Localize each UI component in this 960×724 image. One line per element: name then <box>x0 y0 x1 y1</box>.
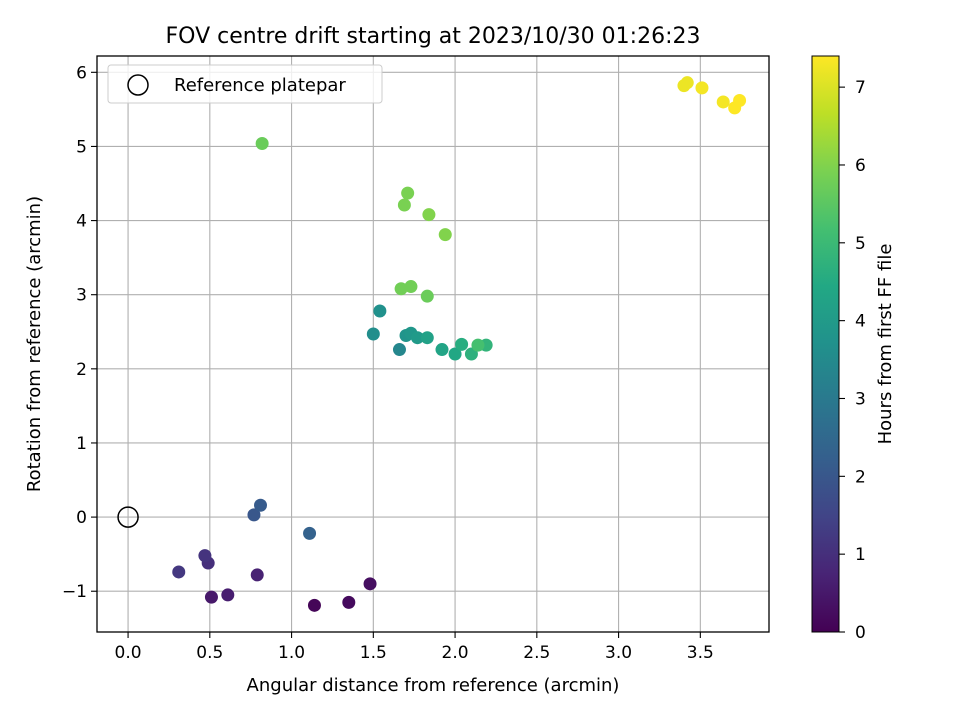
data-point <box>394 282 408 296</box>
data-point <box>247 508 261 522</box>
y-tick-label: 4 <box>76 212 87 232</box>
data-point <box>307 598 321 612</box>
x-tick-label: 3.0 <box>605 643 632 663</box>
data-point <box>392 343 406 357</box>
data-point <box>401 186 415 200</box>
colorbar-tick-label: 3 <box>855 389 866 409</box>
data-point <box>448 347 462 361</box>
x-tick-label: 0.5 <box>196 643 223 663</box>
data-point <box>204 590 218 604</box>
colorbar-tick-label: 5 <box>855 234 866 254</box>
data-point <box>363 577 377 591</box>
legend-label-reference: Reference platepar <box>174 75 346 96</box>
x-tick-label: 1.5 <box>360 643 387 663</box>
data-point <box>420 331 434 345</box>
data-point <box>455 337 469 351</box>
grid-lines <box>97 56 769 632</box>
legend-marker-reference <box>127 74 149 96</box>
colorbar-tick-label: 2 <box>855 467 866 487</box>
data-point <box>420 289 434 303</box>
data-points <box>172 76 747 612</box>
y-tick-label: −1 <box>62 582 87 602</box>
legend: Reference platepar <box>107 64 383 104</box>
x-tick-label: 0.0 <box>115 643 142 663</box>
legend-box <box>107 64 383 104</box>
y-axis: −1 0 1 2 3 4 5 6 <box>62 63 97 602</box>
colorbar-gradient <box>811 55 840 633</box>
x-tick-label: 3.5 <box>687 643 714 663</box>
data-point <box>422 208 436 222</box>
colorbar-tick-label: 1 <box>855 545 866 565</box>
colorbar: 0 1 2 3 4 5 6 7 Hours from first FF file <box>811 55 896 643</box>
data-point <box>198 549 212 563</box>
y-axis-label: Rotation from reference (arcmin) <box>24 196 45 492</box>
colorbar-tick-label: 4 <box>855 312 866 332</box>
data-point <box>250 568 264 582</box>
x-tick-label: 2.5 <box>523 643 550 663</box>
colorbar-tick-label: 7 <box>855 78 866 98</box>
data-point <box>404 280 418 294</box>
colorbar-ticks: 0 1 2 3 4 5 6 7 <box>839 78 866 643</box>
y-tick-label: 6 <box>76 63 87 83</box>
colorbar-label: Hours from first FF file <box>875 244 896 445</box>
data-point <box>397 198 411 212</box>
x-axis-label: Angular distance from reference (arcmin) <box>247 675 620 696</box>
y-tick-label: 2 <box>76 360 87 380</box>
plot-frame <box>96 55 770 633</box>
data-point <box>733 93 747 107</box>
y-tick-label: 1 <box>76 434 87 454</box>
data-point <box>471 338 485 352</box>
data-point <box>366 327 380 341</box>
data-point <box>695 81 709 95</box>
data-point <box>464 347 478 361</box>
x-tick-label: 2.0 <box>442 643 469 663</box>
y-tick-label: 3 <box>76 286 87 306</box>
data-point <box>435 343 449 357</box>
data-point <box>255 136 269 150</box>
data-point <box>221 588 235 602</box>
colorbar-tick-label: 0 <box>855 623 866 643</box>
data-point <box>342 595 356 609</box>
y-tick-label: 5 <box>76 137 87 157</box>
y-tick-label: 0 <box>76 508 87 528</box>
chart-title: FOV centre drift starting at 2023/10/30 … <box>166 24 701 49</box>
data-point <box>438 228 452 242</box>
data-point <box>680 76 694 90</box>
data-point <box>172 565 186 579</box>
data-point <box>254 498 268 512</box>
colorbar-tick-label: 6 <box>855 156 866 176</box>
data-point <box>716 95 730 109</box>
reference-marker <box>117 506 139 528</box>
x-axis: 0.0 0.5 1.0 1.5 2.0 2.5 3.0 3.5 <box>115 632 714 663</box>
data-point <box>410 331 424 345</box>
x-tick-label: 1.0 <box>278 643 305 663</box>
data-point <box>303 526 317 540</box>
data-point <box>373 304 387 318</box>
